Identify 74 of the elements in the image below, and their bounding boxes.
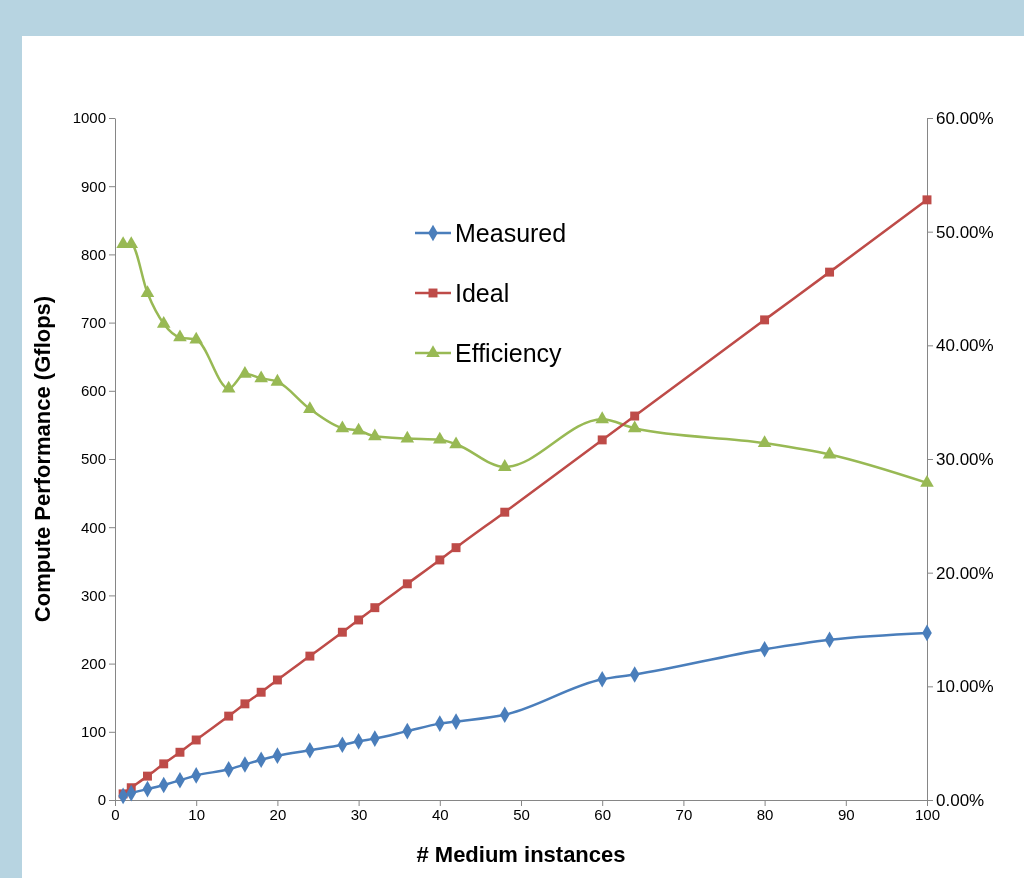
point [757, 435, 772, 448]
y-axis-title: Compute Performance (Gflops) [30, 295, 55, 623]
y-tick-label: 500 [80, 450, 106, 468]
point [630, 411, 640, 421]
y2-tick-label: 40.00% [936, 336, 994, 356]
point [175, 747, 185, 757]
point [156, 315, 171, 328]
x-tick-label: 80 [756, 805, 774, 823]
point [497, 459, 512, 471]
y2-tick-label: 60.00% [936, 108, 994, 128]
point [272, 675, 282, 685]
x-tick-label: 90 [837, 805, 855, 823]
y-tick-label: 800 [80, 245, 106, 263]
y-tick-label: 900 [80, 177, 106, 195]
x-tick-label: 40 [431, 805, 449, 823]
point [351, 422, 366, 435]
y2-tick-label: 30.00% [936, 449, 994, 469]
point [370, 603, 380, 613]
point [822, 446, 837, 459]
y-tick-label: 700 [80, 313, 106, 331]
point [159, 759, 169, 769]
y-tick-label: 600 [80, 382, 106, 400]
point [402, 579, 412, 589]
point [143, 771, 152, 781]
point [240, 699, 250, 709]
point [354, 615, 364, 625]
y2-tick-label: 50.00% [936, 222, 994, 242]
point [191, 735, 201, 745]
point [337, 627, 347, 637]
point [368, 428, 382, 441]
y-tick-label: 1000 [72, 109, 106, 127]
point [335, 420, 350, 433]
point [435, 555, 445, 565]
x-axis-title: # Medium instances [416, 842, 626, 867]
point [140, 285, 155, 297]
x-tick-label: 20 [269, 805, 287, 823]
point [400, 430, 415, 443]
point [595, 411, 609, 424]
point [922, 195, 932, 205]
legend-label: Measured [455, 219, 567, 247]
x-tick-label: 60 [594, 805, 612, 823]
x-tick-label: 30 [350, 805, 368, 823]
y2-tick-label: 10.00% [936, 677, 994, 697]
x-tick-label: 0 [111, 805, 120, 823]
y-tick-label: 300 [80, 586, 106, 604]
point [256, 687, 266, 697]
point [270, 373, 285, 386]
y-tick-label: 100 [80, 723, 106, 741]
legend-label: Efficiency [455, 339, 563, 367]
point [597, 435, 607, 445]
point [449, 436, 463, 449]
point [500, 507, 510, 517]
point [173, 329, 187, 342]
point [627, 420, 642, 433]
point [224, 711, 234, 721]
point [221, 380, 236, 393]
y-tick-label: 0 [97, 791, 106, 809]
y2-tick-label: 20.00% [936, 563, 994, 583]
point [238, 365, 252, 378]
point [920, 475, 934, 487]
y-tick-label: 400 [80, 518, 106, 536]
point [189, 331, 203, 344]
point [254, 370, 268, 383]
point [305, 651, 315, 661]
point [451, 543, 461, 553]
y-tick-label: 200 [80, 654, 106, 672]
point [825, 267, 835, 277]
x-tick-label: 70 [675, 805, 693, 823]
point [303, 401, 317, 413]
point [760, 315, 770, 325]
x-tick-label: 50 [513, 805, 530, 823]
x-tick-label: 10 [188, 805, 206, 823]
legend-label: Ideal [455, 279, 510, 307]
point [433, 431, 447, 444]
